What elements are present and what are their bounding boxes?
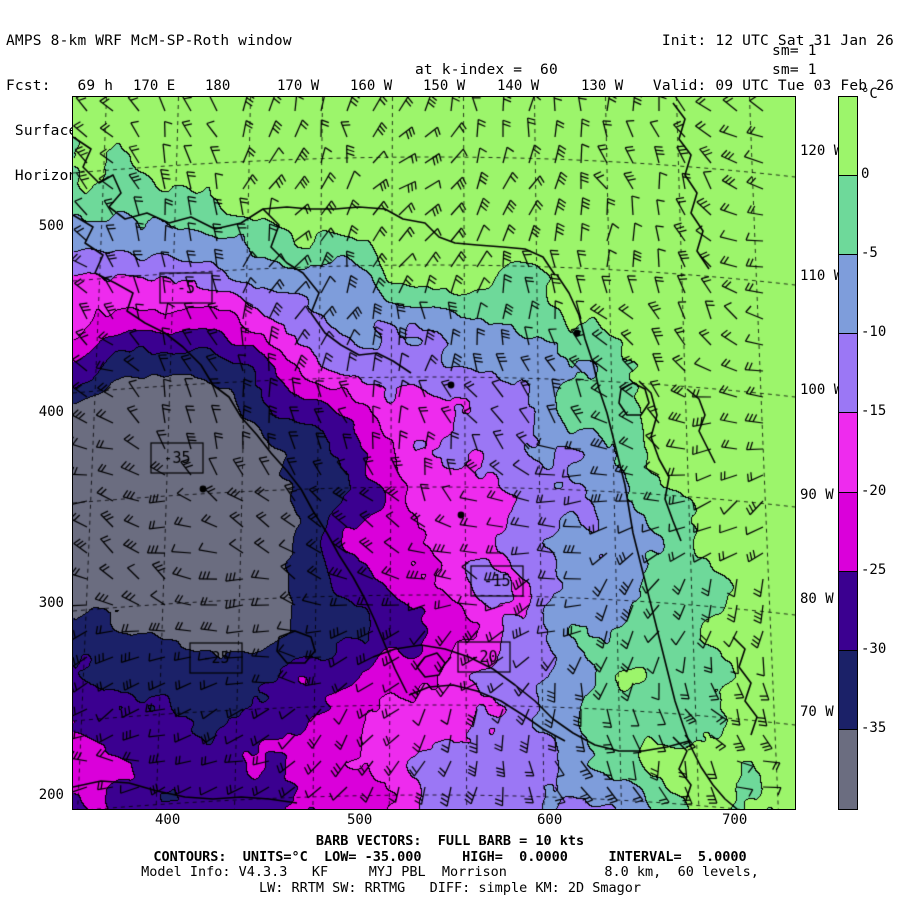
footer-block: BARB VECTORS: FULL BARB = 10 kts CONTOUR… bbox=[0, 833, 900, 896]
colorbar-band-1 bbox=[839, 176, 857, 256]
lon-tick-5: 140 W bbox=[497, 78, 540, 94]
colorbar-tick-7: -35 bbox=[861, 719, 887, 736]
colorbar-band-7 bbox=[839, 650, 857, 730]
y-tick-1: 400 bbox=[38, 404, 64, 420]
lat-tick-4: 80 W bbox=[800, 591, 834, 607]
valid-time: Valid: 09 UTC Tue 03 Feb 26 bbox=[652, 78, 894, 94]
y-tick-3: 200 bbox=[38, 787, 64, 803]
physics-info: LW: RRTM SW: RRTMG DIFF: simple KM: 2D S… bbox=[258, 879, 641, 896]
lon-tick-0: 170 E bbox=[133, 78, 176, 94]
colorbar-band-3 bbox=[839, 334, 857, 414]
lat-tick-1: 110 W bbox=[800, 268, 843, 284]
barb-legend: BARB VECTORS: FULL BARB = 10 kts bbox=[315, 833, 585, 849]
contour-info: CONTOURS: UNITS=°C LOW= -35.000 HIGH= 0.… bbox=[153, 848, 747, 865]
map-plot-area[interactable] bbox=[72, 96, 796, 810]
lon-tick-3: 160 W bbox=[350, 78, 393, 94]
model-info: Model Info: V4.3.3 KF MYJ PBL Morrison 8… bbox=[141, 864, 759, 880]
colorbar-tick-2: -10 bbox=[861, 324, 887, 341]
colorbar-band-0 bbox=[839, 97, 857, 177]
temperature-colorbar[interactable] bbox=[838, 96, 858, 810]
colorbar-band-2 bbox=[839, 255, 857, 335]
smoothing-label-wind: sm= 1 bbox=[772, 62, 817, 78]
x-tick-3: 700 bbox=[722, 812, 748, 828]
forecast-hour: Fcst: 69 h bbox=[6, 78, 114, 94]
colorbar-unit-label: °C bbox=[861, 86, 878, 102]
lon-tick-4: 150 W bbox=[423, 78, 466, 94]
colorbar-tick-4: -20 bbox=[861, 482, 887, 499]
x-tick-2: 600 bbox=[537, 812, 563, 828]
lat-tick-3: 90 W bbox=[800, 487, 834, 503]
colorbar-band-8 bbox=[839, 729, 857, 809]
colorbar-tick-0: 0 bbox=[861, 166, 870, 183]
lon-tick-2: 170 W bbox=[277, 78, 320, 94]
x-tick-0: 400 bbox=[155, 812, 181, 828]
lat-tick-5: 70 W bbox=[800, 704, 834, 720]
temperature-field-canvas bbox=[73, 97, 795, 809]
k-index-label: at k-index = 60 bbox=[415, 62, 558, 78]
smoothing-label-temperature: sm= 1 bbox=[772, 43, 817, 59]
colorbar-band-6 bbox=[839, 571, 857, 651]
colorbar-band-5 bbox=[839, 492, 857, 572]
colorbar-band-4 bbox=[839, 413, 857, 493]
colorbar-tick-1: -5 bbox=[861, 245, 878, 262]
lat-tick-2: 100 W bbox=[800, 382, 843, 398]
colorbar-tick-6: -30 bbox=[861, 640, 887, 657]
lon-tick-1: 180 bbox=[205, 78, 231, 94]
colorbar-tick-5: -25 bbox=[861, 561, 887, 578]
x-tick-1: 500 bbox=[347, 812, 373, 828]
product-title: AMPS 8-km WRF McM-SP-Roth window bbox=[6, 33, 292, 49]
init-time: Init: 12 UTC Sat 31 Jan 26 bbox=[661, 33, 894, 49]
y-tick-2: 300 bbox=[38, 595, 64, 611]
colorbar-tick-3: -15 bbox=[861, 403, 887, 420]
y-tick-0: 500 bbox=[38, 218, 64, 234]
lat-tick-0: 120 W bbox=[800, 143, 843, 159]
header-right-block: Init: 12 UTC Sat 31 Jan 26 Valid: 09 UTC… bbox=[653, 4, 894, 124]
lon-tick-6: 130 W bbox=[581, 78, 624, 94]
